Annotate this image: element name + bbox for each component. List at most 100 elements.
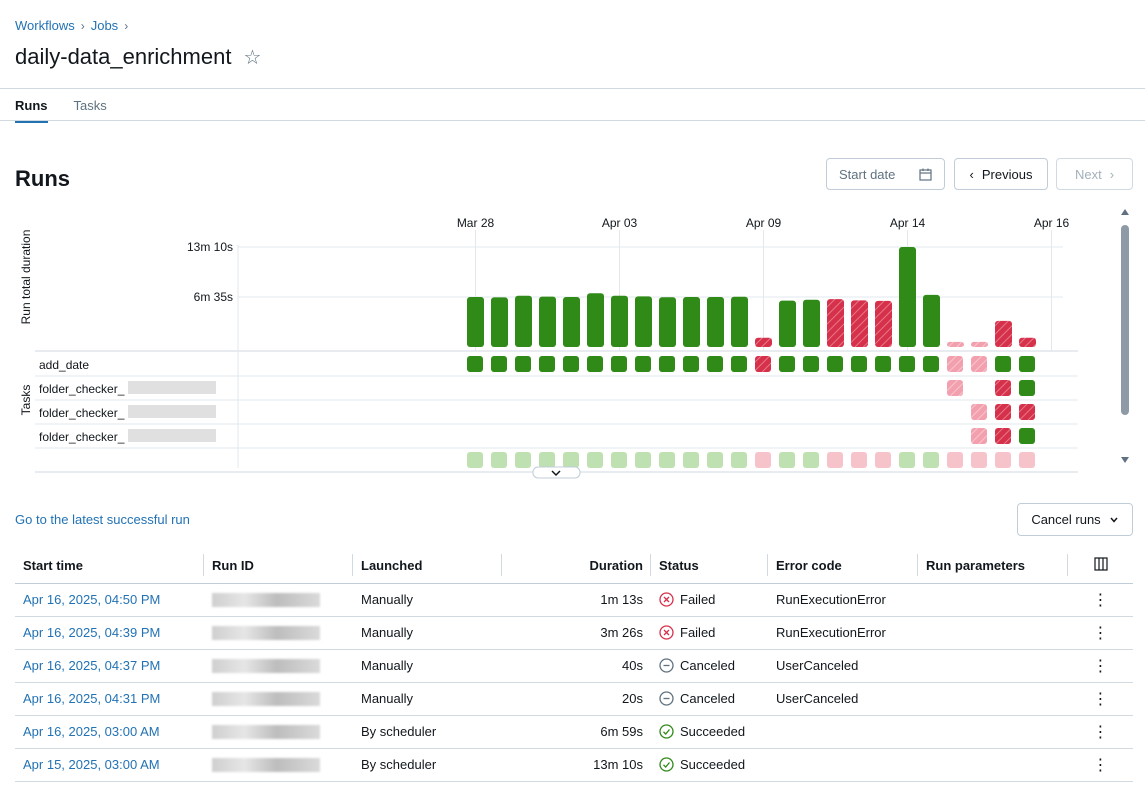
redacted-task-name bbox=[128, 429, 216, 442]
run-duration-bar bbox=[995, 320, 1012, 347]
cancel-runs-label: Cancel runs bbox=[1031, 512, 1101, 527]
task-run-cell bbox=[731, 356, 747, 372]
runs-table: Start time Run ID Launched Duration Stat… bbox=[15, 548, 1133, 782]
chevron-down-icon bbox=[551, 470, 561, 477]
task-run-cell-faded bbox=[635, 452, 651, 468]
x-tick-label: Apr 14 bbox=[890, 216, 926, 230]
row-menu-icon[interactable]: ⋮ bbox=[1068, 583, 1133, 617]
error-code-cell bbox=[768, 715, 918, 749]
breadcrumb-jobs-link[interactable]: Jobs bbox=[90, 18, 119, 33]
tab-runs[interactable]: Runs bbox=[15, 98, 48, 123]
tab-bar: Runs Tasks bbox=[15, 98, 107, 123]
task-run-cell-faded bbox=[731, 452, 747, 468]
tab-tasks[interactable]: Tasks bbox=[73, 98, 107, 113]
breadcrumb-workflows-link[interactable]: Workflows bbox=[15, 18, 75, 33]
row-menu-icon[interactable]: ⋮ bbox=[1068, 682, 1133, 716]
table-row: Apr 16, 2025, 04:39 PM Manually 3m 26s Fail… bbox=[15, 616, 1133, 650]
task-run-cell-faded bbox=[539, 452, 555, 468]
task-run-cell bbox=[971, 404, 987, 420]
start-time-link[interactable]: Apr 16, 2025, 03:00 AM bbox=[15, 715, 204, 749]
task-run-cell-faded bbox=[971, 452, 987, 468]
col-start-time[interactable]: Start time bbox=[15, 548, 204, 584]
duration-cell: 1m 13s bbox=[502, 583, 651, 617]
row-menu-icon[interactable]: ⋮ bbox=[1068, 616, 1133, 650]
task-run-cell bbox=[563, 356, 579, 372]
col-status[interactable]: Status bbox=[651, 548, 768, 584]
start-time-link[interactable]: Apr 16, 2025, 04:50 PM bbox=[15, 583, 204, 617]
task-run-cell-faded bbox=[683, 452, 699, 468]
run-duration-bar bbox=[515, 295, 532, 347]
task-run-cell bbox=[971, 356, 987, 372]
col-run-parameters[interactable]: Run parameters bbox=[918, 548, 1068, 584]
status-label: Succeeded bbox=[680, 724, 746, 739]
run-duration-bar bbox=[899, 247, 916, 347]
start-time-link[interactable]: Apr 16, 2025, 04:39 PM bbox=[15, 616, 204, 650]
column-settings-icon[interactable] bbox=[1068, 548, 1133, 584]
launched-cell: By scheduler bbox=[353, 748, 502, 782]
cancel-runs-button[interactable]: Cancel runs bbox=[1017, 503, 1133, 536]
chart-scrollbar[interactable] bbox=[1118, 205, 1132, 467]
run-id-redacted bbox=[204, 649, 353, 683]
star-icon[interactable]: ☆ bbox=[243, 46, 262, 69]
tasks-axis-label: Tasks bbox=[19, 385, 33, 416]
table-row: Apr 16, 2025, 04:31 PM Manually 20s Cancele… bbox=[15, 682, 1133, 716]
next-button[interactable]: Next › bbox=[1056, 158, 1133, 190]
start-time-link[interactable]: Apr 16, 2025, 04:31 PM bbox=[15, 682, 204, 716]
runs-section-title: Runs bbox=[15, 166, 70, 191]
task-run-cell-faded bbox=[755, 452, 771, 468]
duration-cell: 20s bbox=[502, 682, 651, 716]
error-code-cell: UserCanceled bbox=[768, 649, 918, 683]
chevron-right-icon: › bbox=[80, 18, 85, 33]
start-time-link[interactable]: Apr 16, 2025, 04:37 PM bbox=[15, 649, 204, 683]
run-id-redacted bbox=[204, 682, 353, 716]
status-cell: Canceled bbox=[651, 682, 768, 716]
chevron-right-icon: › bbox=[1109, 166, 1115, 182]
previous-label: Previous bbox=[981, 166, 1033, 182]
run-duration-bar bbox=[563, 297, 580, 347]
task-run-cell-faded bbox=[899, 452, 915, 468]
task-row-label: add_date bbox=[39, 358, 89, 372]
task-run-cell bbox=[851, 356, 867, 372]
task-run-cell bbox=[995, 380, 1011, 396]
row-menu-icon[interactable]: ⋮ bbox=[1068, 715, 1133, 749]
start-time-link[interactable]: Apr 15, 2025, 03:00 AM bbox=[15, 748, 204, 782]
run-duration-bar bbox=[611, 295, 628, 347]
run-duration-bar bbox=[539, 296, 556, 347]
task-run-cell-faded bbox=[923, 452, 939, 468]
status-cell: Succeeded bbox=[651, 715, 768, 749]
col-run-id[interactable]: Run ID bbox=[204, 548, 353, 584]
divider bbox=[0, 120, 1145, 121]
run-parameters-cell bbox=[918, 715, 1068, 749]
task-run-cell-faded bbox=[1019, 452, 1035, 468]
page-title: daily-data_enrichment bbox=[15, 44, 232, 69]
task-run-cell bbox=[803, 356, 819, 372]
task-run-cell-faded bbox=[995, 452, 1011, 468]
task-run-cell-faded bbox=[611, 452, 627, 468]
task-run-cell bbox=[899, 356, 915, 372]
task-row-label: folder_checker_ bbox=[39, 430, 125, 444]
col-launched[interactable]: Launched bbox=[353, 548, 502, 584]
task-run-cell-faded bbox=[707, 452, 723, 468]
task-run-cell bbox=[875, 356, 891, 372]
expand-chart-button bbox=[532, 466, 581, 479]
row-menu-icon[interactable]: ⋮ bbox=[1068, 748, 1133, 782]
redacted-task-name bbox=[128, 381, 216, 394]
task-run-cell bbox=[1019, 356, 1035, 372]
task-run-cell bbox=[683, 356, 699, 372]
run-parameters-cell bbox=[918, 616, 1068, 650]
run-duration-bar bbox=[803, 299, 820, 347]
previous-button[interactable]: ‹ Previous bbox=[954, 158, 1048, 190]
col-error-code[interactable]: Error code bbox=[768, 548, 918, 584]
start-date-input[interactable]: Start date bbox=[826, 158, 945, 190]
go-latest-successful-run-link[interactable]: Go to the latest successful run bbox=[15, 512, 190, 527]
table-row: Apr 16, 2025, 03:00 AM By scheduler 6m 59s… bbox=[15, 715, 1133, 749]
canceled-icon bbox=[659, 691, 674, 706]
task-run-cell bbox=[707, 356, 723, 372]
task-run-cell-faded bbox=[803, 452, 819, 468]
row-menu-icon[interactable]: ⋮ bbox=[1068, 649, 1133, 683]
launched-cell: Manually bbox=[353, 616, 502, 650]
col-duration[interactable]: Duration bbox=[502, 548, 651, 584]
table-header-row: Start time Run ID Launched Duration Stat… bbox=[15, 548, 1133, 584]
run-duration-bar bbox=[875, 300, 892, 347]
status-label: Succeeded bbox=[680, 757, 746, 772]
